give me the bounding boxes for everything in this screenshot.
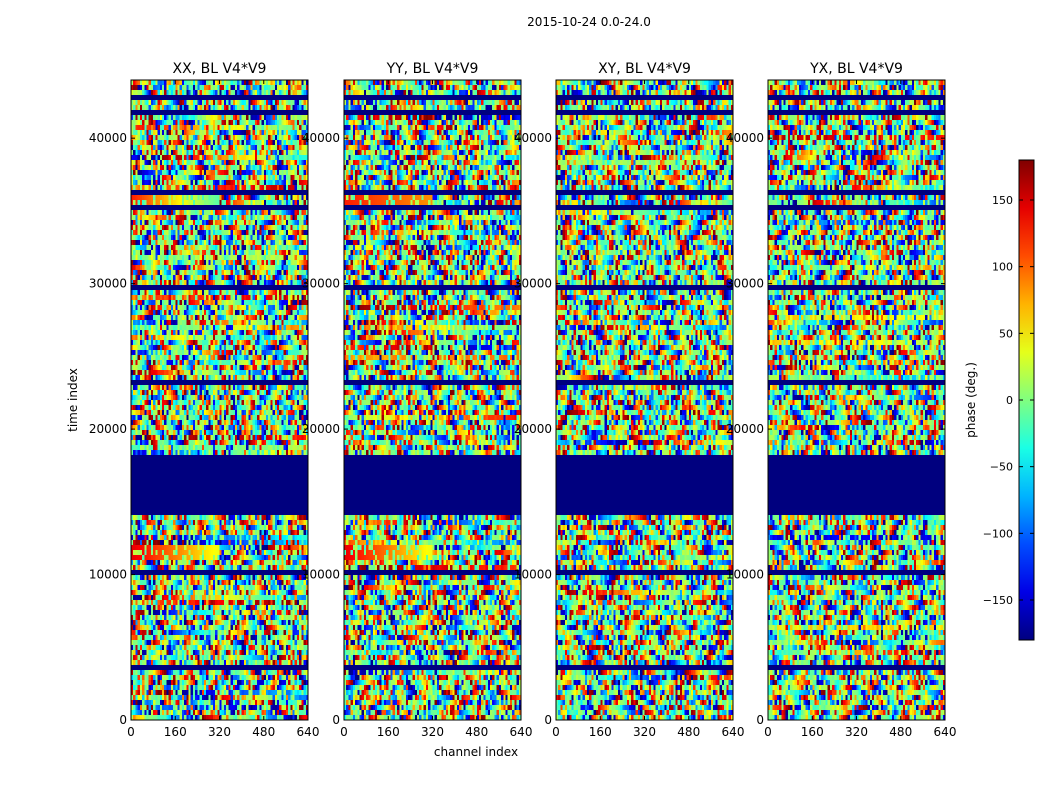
colorbar-label: phase (deg.) (964, 362, 978, 438)
y-tick-label: 30000 (726, 277, 764, 291)
x-tick-label: 160 (377, 725, 400, 739)
y-tick-label: 0 (332, 713, 340, 727)
x-tick-label: 640 (510, 725, 533, 739)
x-tick-label: 160 (801, 725, 824, 739)
panel-xy: XY, BL V4*V9 0 160 320 480 640 0 10000 20000 3000… (514, 61, 745, 739)
colorbar-tick-label: −50 (990, 461, 1013, 474)
y-tick-label: 40000 (302, 131, 340, 145)
x-tick-label: 0 (127, 725, 135, 739)
x-tick-label: 480 (465, 725, 488, 739)
x-tick-label: 480 (677, 725, 700, 739)
panels: XX, BL V4*V9 0 160 320 480 640 0 10000 20000 3000… (89, 61, 957, 739)
flagged-band (131, 458, 308, 510)
y-tick-label: 10000 (514, 568, 552, 582)
y-tick-label: 20000 (89, 422, 127, 436)
x-tick-label: 320 (421, 725, 444, 739)
x-tick-label: 320 (845, 725, 868, 739)
panel-xx: XX, BL V4*V9 0 160 320 480 640 0 10000 20000 3000… (89, 61, 320, 739)
phase-heatmap (556, 80, 733, 720)
y-tick-label: 40000 (726, 131, 764, 145)
phase-heatmap (768, 80, 945, 720)
x-tick-label: 0 (764, 725, 772, 739)
y-tick-label: 30000 (89, 277, 127, 291)
y-tick-label: 20000 (514, 422, 552, 436)
x-tick-label: 160 (589, 725, 612, 739)
x-tick-label: 640 (297, 725, 320, 739)
y-tick-label: 0 (756, 713, 764, 727)
panel-yx: YX, BL V4*V9 0 160 320 480 640 0 10000 20000 3000… (726, 61, 957, 739)
panel-title: XX, BL V4*V9 (173, 61, 267, 77)
colorbar: −150 −100 −50 0 50 100 150 (983, 159, 1035, 641)
x-tick-label: 640 (722, 725, 745, 739)
colorbar-tick-label: −150 (983, 594, 1013, 607)
x-tick-label: 0 (340, 725, 348, 739)
colorbar-tick-label: 100 (992, 261, 1013, 274)
y-tick-label: 40000 (514, 131, 552, 145)
figure-title: 2015-10-24 0.0-24.0 (527, 15, 651, 29)
x-tick-label: 480 (252, 725, 275, 739)
phase-heatmap (344, 80, 521, 720)
y-tick-label: 0 (119, 713, 127, 727)
colorbar-tick-label: 150 (992, 194, 1013, 207)
y-tick-label: 10000 (302, 568, 340, 582)
x-axis-label: channel index (434, 745, 518, 759)
flagged-band (768, 458, 945, 510)
panel-yy: YY, BL V4*V9 0 160 320 480 640 0 10000 20000 3000… (302, 61, 533, 739)
panel-title: YX, BL V4*V9 (809, 61, 903, 77)
y-tick-label: 30000 (302, 277, 340, 291)
x-tick-label: 320 (633, 725, 656, 739)
y-tick-label: 10000 (726, 568, 764, 582)
y-tick-label: 30000 (514, 277, 552, 291)
y-tick-label: 40000 (89, 131, 127, 145)
panel-title: XY, BL V4*V9 (598, 61, 691, 77)
colorbar-tick-label: −100 (983, 527, 1013, 540)
x-tick-label: 480 (889, 725, 912, 739)
x-tick-label: 160 (164, 725, 187, 739)
y-tick-label: 0 (544, 713, 552, 727)
colorbar-gradient (1019, 160, 1034, 640)
x-tick-label: 640 (934, 725, 957, 739)
colorbar-tick-label: 50 (999, 327, 1013, 340)
y-tick-label: 20000 (302, 422, 340, 436)
x-tick-label: 320 (208, 725, 231, 739)
y-tick-label: 10000 (89, 568, 127, 582)
flagged-band (344, 458, 521, 510)
phase-heatmap (131, 80, 308, 720)
colorbar-tick-label: 0 (1006, 394, 1013, 407)
y-axis-label: time index (66, 368, 80, 432)
panel-title: YY, BL V4*V9 (386, 61, 479, 77)
y-tick-label: 20000 (726, 422, 764, 436)
flagged-band (556, 458, 733, 510)
x-tick-label: 0 (552, 725, 560, 739)
